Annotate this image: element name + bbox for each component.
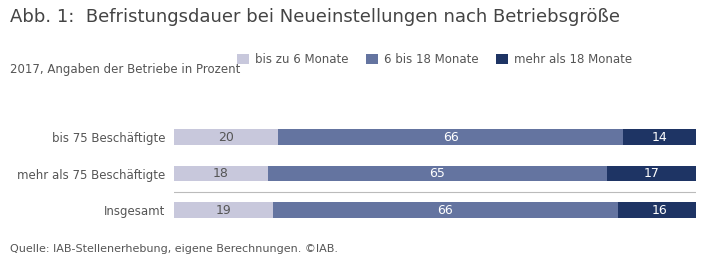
Text: 16: 16 xyxy=(651,204,667,216)
Text: Abb. 1:  Befristungsdauer bei Neueinstellungen nach Betriebsgröße: Abb. 1: Befristungsdauer bei Neueinstell… xyxy=(10,8,620,26)
Bar xyxy=(623,129,696,145)
Text: 66: 66 xyxy=(437,204,453,216)
Text: 19: 19 xyxy=(216,204,231,216)
Bar xyxy=(278,129,623,145)
Text: 65: 65 xyxy=(430,167,445,180)
Text: 2017, Angaben der Betriebe in Prozent: 2017, Angaben der Betriebe in Prozent xyxy=(10,63,240,76)
Bar xyxy=(174,166,268,181)
Text: 14: 14 xyxy=(651,131,667,144)
Text: 66: 66 xyxy=(442,131,459,144)
Text: Quelle: IAB-Stellenerhebung, eigene Berechnungen. ©IAB.: Quelle: IAB-Stellenerhebung, eigene Bere… xyxy=(10,244,338,254)
Text: 20: 20 xyxy=(218,131,234,144)
Bar xyxy=(618,202,701,218)
Bar xyxy=(174,129,278,145)
Bar xyxy=(273,202,618,218)
Bar xyxy=(607,166,696,181)
Bar xyxy=(174,202,273,218)
Bar xyxy=(268,166,607,181)
Legend: bis zu 6 Monate, 6 bis 18 Monate, mehr als 18 Monate: bis zu 6 Monate, 6 bis 18 Monate, mehr a… xyxy=(237,53,633,66)
Text: 17: 17 xyxy=(643,167,660,180)
Text: 18: 18 xyxy=(213,167,229,180)
